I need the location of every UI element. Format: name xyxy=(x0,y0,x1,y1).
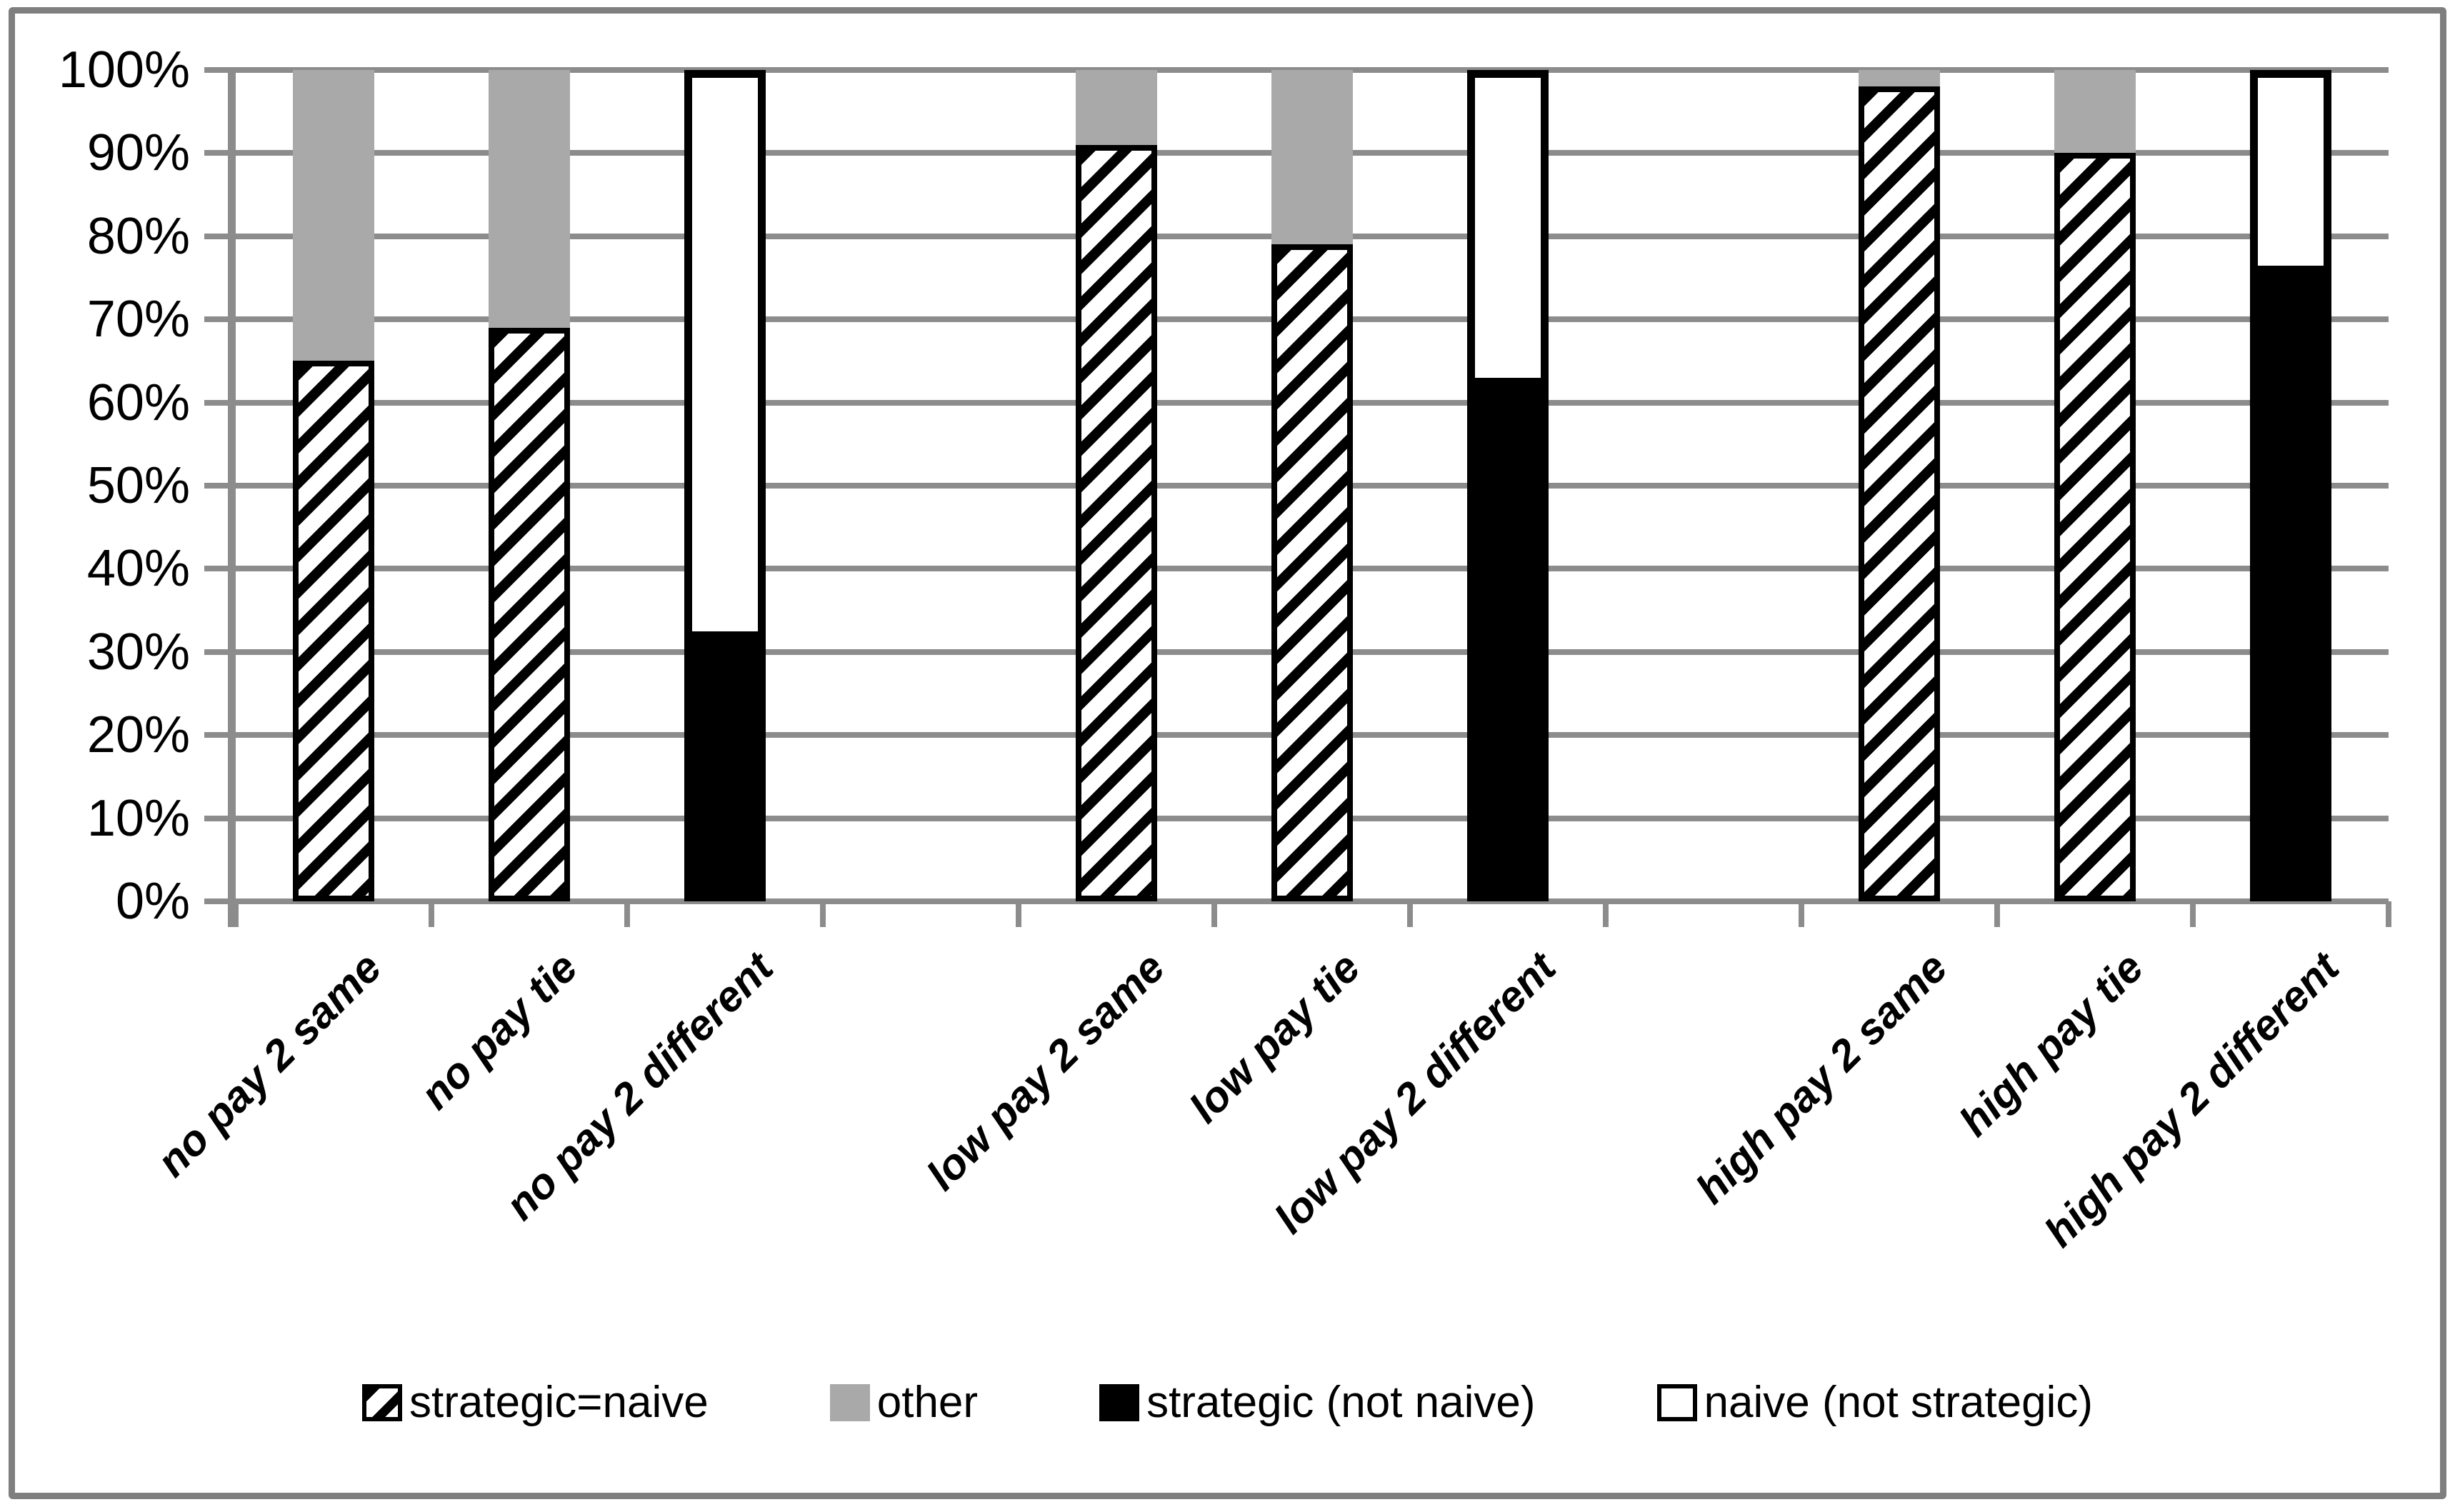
y-tick-label: 40% xyxy=(86,540,190,598)
x-tick-mark xyxy=(1407,901,1413,927)
black-swatch xyxy=(1099,1383,1140,1421)
y-tick-mark xyxy=(204,399,236,406)
y-tick-label: 80% xyxy=(86,207,190,265)
legend-label: other xyxy=(876,1378,979,1427)
white-swatch xyxy=(1656,1383,1697,1421)
x-tick-mark xyxy=(624,901,630,927)
hatched-swatch xyxy=(361,1383,402,1421)
y-tick-mark xyxy=(204,815,236,821)
y-tick-label: 90% xyxy=(86,124,190,182)
y-tick-label: 70% xyxy=(86,291,190,349)
bar-high-pay-tie xyxy=(2054,70,2136,901)
y-tick-mark xyxy=(204,67,236,73)
legend-label: strategic=naive xyxy=(409,1378,709,1427)
bar-segment-hatched xyxy=(2054,153,2136,901)
legend-item-white: naive (not strategic) xyxy=(1656,1377,2093,1428)
bar-segment-black xyxy=(2250,274,2331,901)
bar-segment-gray xyxy=(489,70,570,328)
bar-low-pay-2-different xyxy=(1467,70,1549,901)
y-tick-mark xyxy=(204,233,236,239)
x-tick-mark xyxy=(2190,901,2196,927)
figure-border xyxy=(9,7,2446,1499)
y-tick-label: 20% xyxy=(86,706,190,764)
bar-no-pay-tie xyxy=(489,70,570,901)
y-tick-label: 30% xyxy=(86,623,190,681)
bar-low-pay-2-same xyxy=(1076,70,1157,901)
bar-segment-hatched xyxy=(1271,244,1353,901)
legend-item-hatched: strategic=naive xyxy=(361,1377,709,1428)
y-tick-label: 10% xyxy=(86,789,190,847)
y-tick-label: 50% xyxy=(86,457,190,514)
bar-segment-gray xyxy=(1076,70,1157,145)
y-tick-mark xyxy=(204,732,236,739)
x-tick-mark xyxy=(820,901,826,927)
bar-high-pay-2-different xyxy=(2250,70,2331,901)
x-tick-mark xyxy=(233,901,239,927)
y-axis-line xyxy=(228,70,236,927)
y-tick-mark xyxy=(204,316,236,323)
bar-segment-hatched xyxy=(1076,144,1157,901)
y-tick-label: 100% xyxy=(58,41,190,99)
bar-segment-hatched xyxy=(1859,86,1940,901)
bar-low-pay-tie xyxy=(1271,70,1353,901)
x-tick-mark xyxy=(1994,901,2000,927)
x-tick-mark xyxy=(1603,901,1609,927)
y-tick-mark xyxy=(204,150,236,156)
bar-segment-white xyxy=(684,70,766,640)
x-tick-mark xyxy=(429,901,434,927)
legend-item-black: strategic (not naive) xyxy=(1099,1377,1536,1428)
bar-segment-gray xyxy=(1859,70,1940,87)
y-tick-mark xyxy=(204,898,236,904)
legend: strategic=naive other strategic (not naive… xyxy=(0,1377,2455,1428)
gridline-0% xyxy=(236,898,2389,904)
bar-segment-white xyxy=(1467,70,1549,386)
bar-segment-hatched xyxy=(489,327,570,901)
bar-no-pay-2-same xyxy=(293,70,374,901)
x-tick-mark xyxy=(1211,901,1217,927)
x-tick-mark xyxy=(2386,901,2391,927)
bar-segment-white xyxy=(2250,70,2331,274)
gray-swatch xyxy=(829,1383,870,1421)
bar-segment-black xyxy=(1467,386,1549,901)
legend-label: naive (not strategic) xyxy=(1704,1378,2093,1427)
y-tick-label: 0% xyxy=(115,873,190,930)
bar-high-pay-2-same xyxy=(1859,70,1940,901)
y-tick-mark xyxy=(204,483,236,489)
bar-segment-gray xyxy=(1271,70,1353,245)
y-tick-mark xyxy=(204,566,236,572)
bar-segment-hatched xyxy=(293,361,374,901)
bar-segment-gray xyxy=(2054,70,2136,154)
bar-segment-black xyxy=(684,639,766,901)
x-tick-mark xyxy=(1016,901,1021,927)
x-tick-mark xyxy=(1799,901,1804,927)
legend-label: strategic (not naive) xyxy=(1146,1378,1536,1427)
bar-no-pay-2-different xyxy=(684,70,766,901)
y-tick-label: 60% xyxy=(86,374,190,431)
bar-segment-gray xyxy=(293,70,374,361)
y-tick-mark xyxy=(204,649,236,655)
legend-item-gray: other xyxy=(829,1377,979,1428)
